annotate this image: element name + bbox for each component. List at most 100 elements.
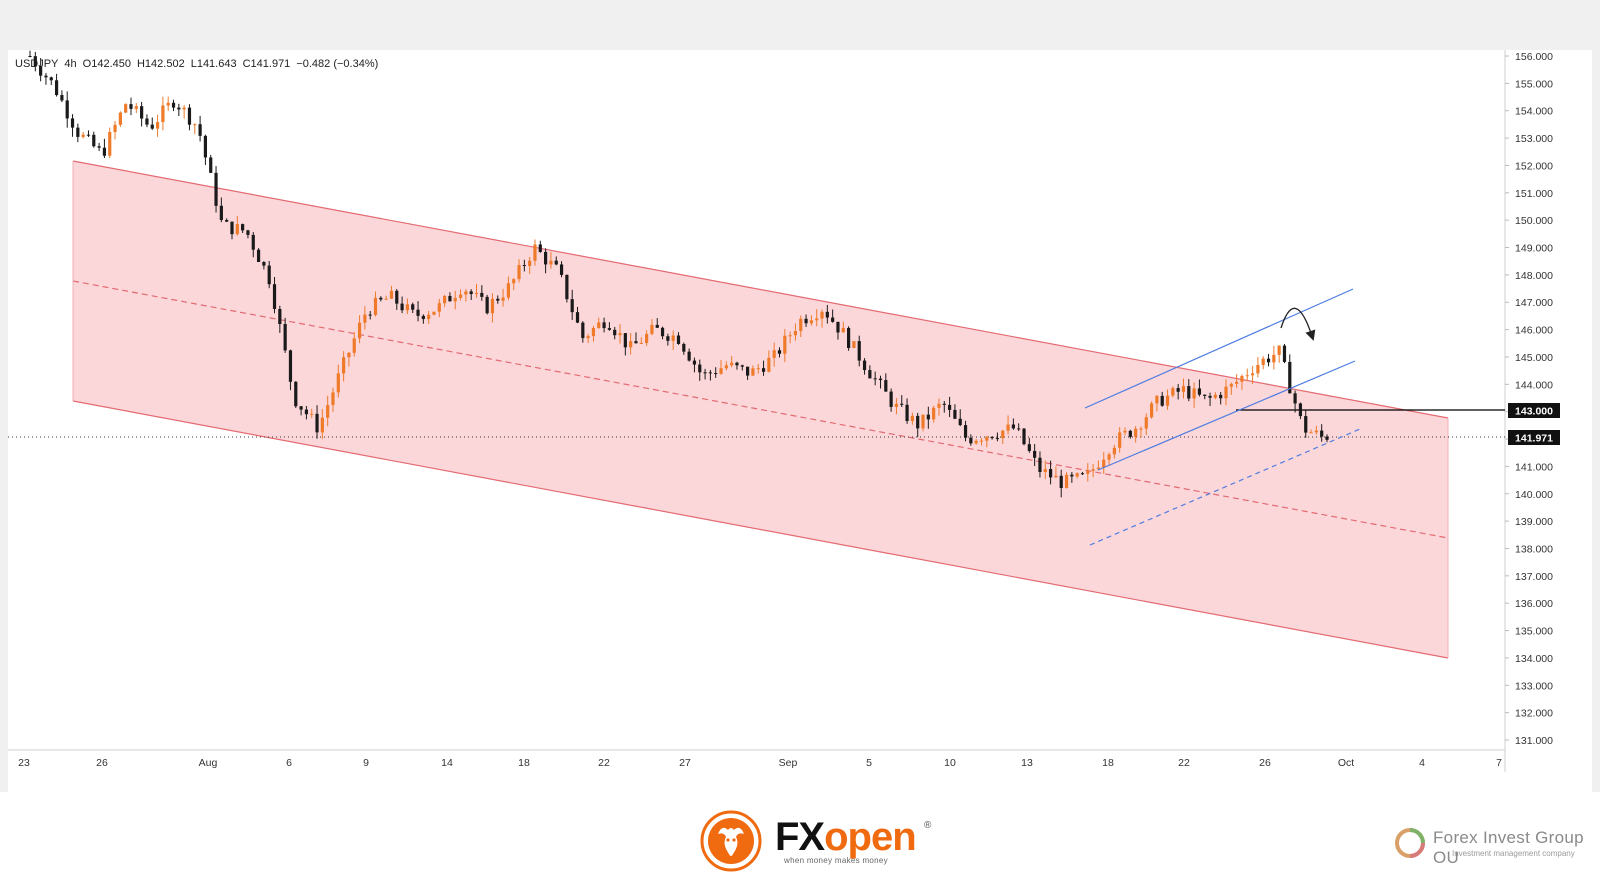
candle-up	[671, 335, 675, 341]
y-tick-label: 156.000	[1515, 51, 1553, 63]
candle-up	[974, 440, 978, 444]
y-tick-label: 138.000	[1515, 543, 1553, 555]
brand-open: open	[824, 815, 917, 859]
candle-up	[427, 314, 431, 320]
candle-up	[629, 341, 633, 348]
candle-up	[501, 297, 505, 301]
candle-down	[198, 124, 202, 136]
candle-down	[692, 360, 697, 365]
candle-up	[118, 112, 122, 125]
candle-down	[177, 107, 181, 110]
y-tick-label: 145.000	[1515, 352, 1553, 364]
candle-down	[214, 172, 218, 206]
candle-down	[1059, 475, 1063, 489]
curved-arrow[interactable]	[1280, 307, 1316, 341]
price-chart[interactable]: 156.000 155.000 154.000 153.000 152.000 151.0…	[0, 0, 1600, 792]
candle-down	[219, 205, 223, 220]
x-tick-label: 6	[286, 757, 292, 769]
candle-down	[698, 364, 702, 373]
candle-up	[1250, 373, 1255, 376]
x-tick-label: Aug	[199, 757, 218, 769]
ascending-channel-dashed[interactable]	[1089, 428, 1361, 546]
candle-up	[342, 357, 346, 374]
x-tick-label: 5	[866, 757, 872, 769]
y-tick-label: 140.000	[1515, 489, 1553, 501]
company-name: Forex Invest Group OU	[1433, 828, 1584, 867]
candle-up	[772, 350, 776, 358]
candle-up	[1107, 454, 1111, 460]
candle-up	[921, 414, 925, 429]
candle-up	[1096, 467, 1101, 470]
candle-down	[761, 368, 766, 372]
descending-channel-lower[interactable]	[72, 400, 1449, 659]
candle-down	[60, 95, 64, 101]
y-tick-label: 154.000	[1515, 106, 1553, 118]
level-price-tag: 143.000	[1515, 406, 1553, 418]
y-tick-label: 153.000	[1515, 133, 1553, 145]
candle-down	[54, 80, 59, 96]
candle-down	[209, 157, 213, 173]
candle-down	[634, 341, 638, 344]
y-tick-label: 150.000	[1515, 215, 1553, 227]
candle-down	[746, 366, 750, 376]
company-subtitle: Investment management company	[1452, 849, 1575, 858]
descending-channel-upper[interactable]	[72, 160, 1449, 419]
candle-up	[336, 373, 340, 393]
candle-up	[506, 283, 511, 298]
candle-down	[411, 304, 415, 310]
ascending-channel-lower[interactable]	[1097, 360, 1356, 471]
candle-down	[703, 372, 707, 374]
last-price-tag: 141.971	[1515, 433, 1553, 445]
candle-up	[1171, 388, 1175, 396]
candle-down	[873, 378, 877, 380]
candle-up	[331, 392, 335, 406]
candle-down	[942, 403, 946, 405]
last-price-tag-bg	[1508, 430, 1560, 445]
candle-down	[171, 102, 176, 108]
candle-up	[719, 368, 723, 374]
candle-up	[405, 304, 410, 311]
candle-up	[81, 134, 85, 137]
candle-down	[65, 100, 69, 119]
candle-up	[841, 328, 845, 333]
candle-up	[155, 122, 160, 129]
legend-timeframe: 4h	[64, 58, 77, 70]
candle-down	[76, 127, 80, 137]
candle-up	[320, 417, 324, 433]
candle-down	[953, 409, 957, 419]
candle-down	[1011, 424, 1015, 429]
candle-down	[395, 290, 399, 304]
x-tick-label: 27	[679, 757, 691, 769]
legend-symbol: USDJPY	[15, 58, 59, 70]
candle-up	[751, 368, 755, 376]
candle-down	[1219, 394, 1223, 399]
candle-down	[1128, 430, 1132, 437]
candle-down	[299, 406, 303, 410]
candle-down	[272, 284, 277, 309]
candle-up	[1102, 459, 1106, 468]
x-tick-label: 13	[1021, 757, 1033, 769]
candle-down	[831, 317, 835, 322]
candle-up	[326, 405, 330, 418]
x-tick-label: 18	[518, 757, 530, 769]
candle-up	[1224, 386, 1228, 399]
ascending-channel-upper[interactable]	[1084, 288, 1354, 409]
candle-up	[894, 403, 899, 407]
candle-down	[145, 118, 149, 125]
candle-up	[193, 124, 197, 126]
y-tick-label: 149.000	[1515, 243, 1553, 255]
candle-down	[682, 343, 686, 352]
candle-down	[868, 370, 872, 379]
candle-up	[910, 415, 914, 421]
candle-down	[1288, 361, 1292, 394]
candle-down	[889, 391, 893, 407]
candle-down	[1325, 436, 1329, 440]
candle-up	[533, 244, 537, 261]
candle-down	[825, 311, 829, 318]
descending-channel-median[interactable]	[72, 280, 1449, 539]
candle-up	[1086, 470, 1090, 474]
candle-up	[815, 318, 819, 321]
candle-up	[373, 297, 378, 315]
candle-down	[676, 335, 681, 344]
candle-down	[1033, 450, 1037, 458]
